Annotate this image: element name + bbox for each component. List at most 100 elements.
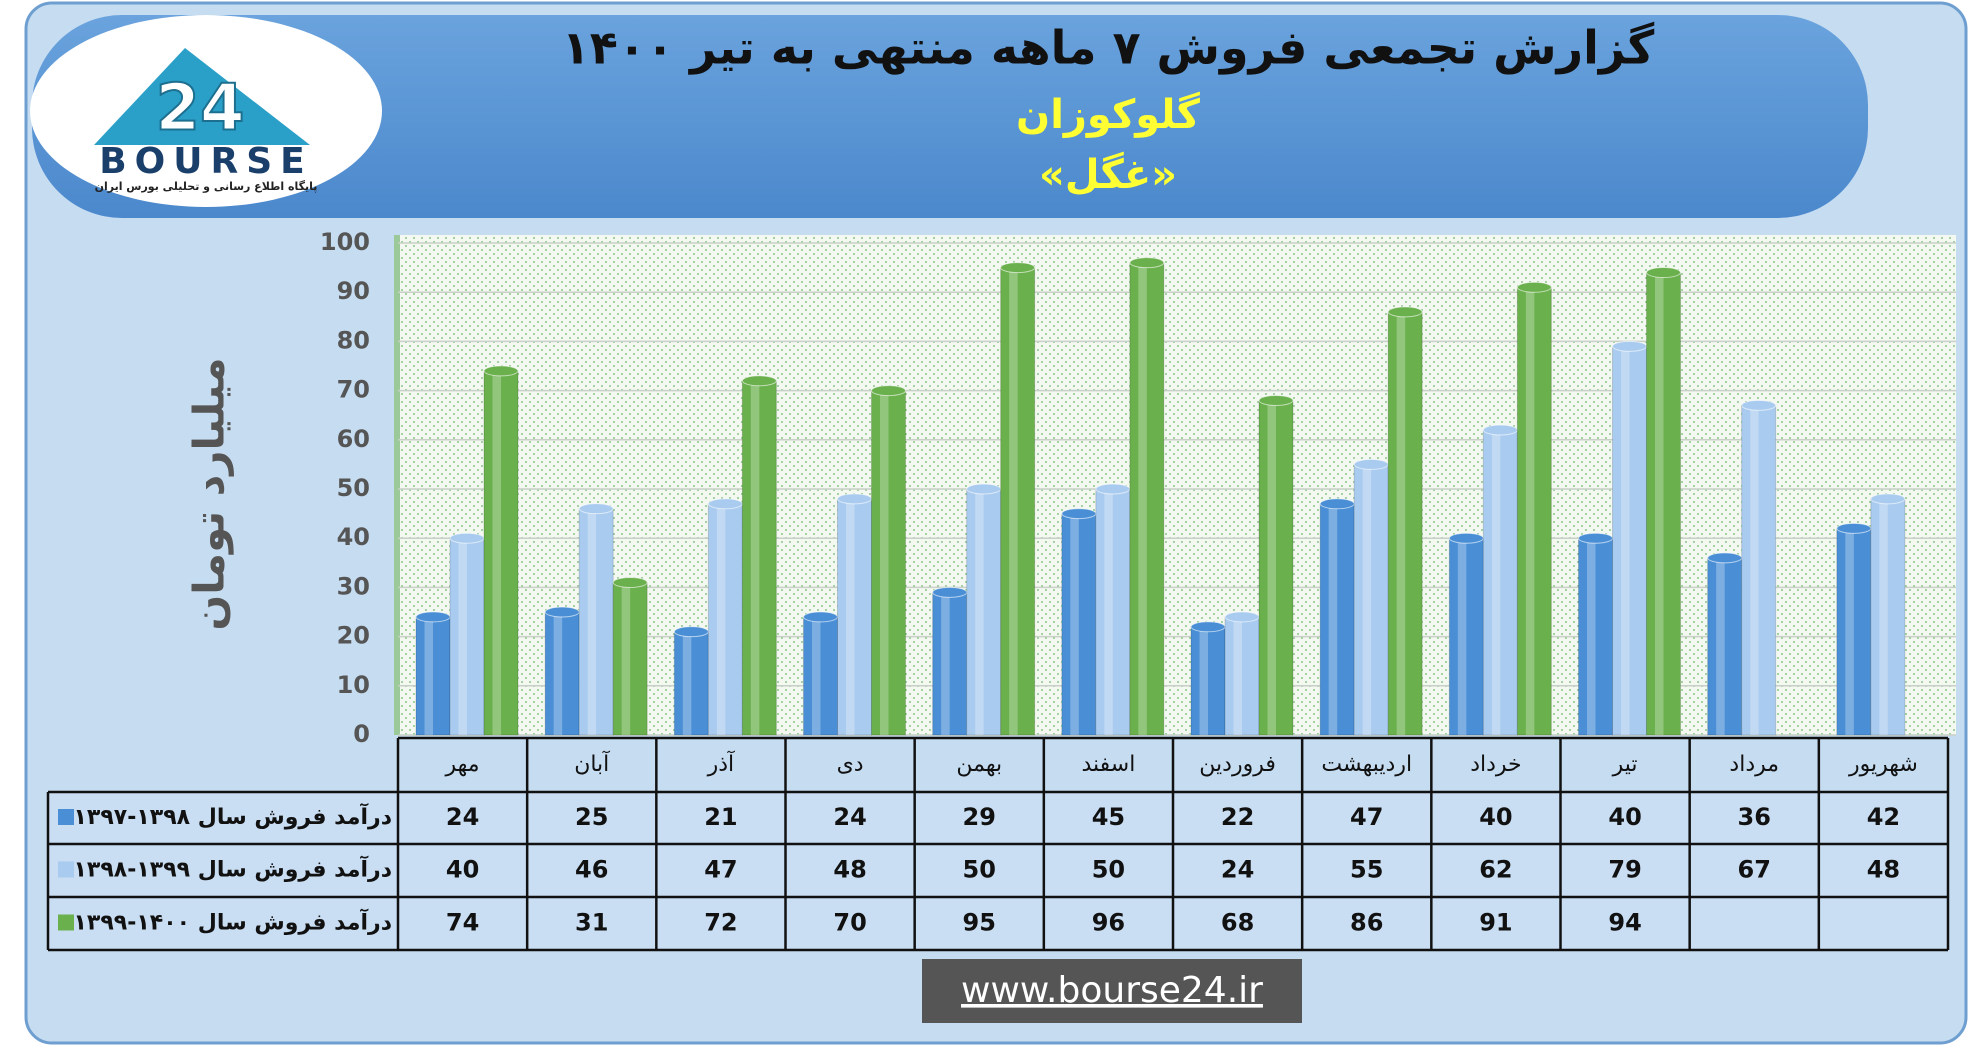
legend-label: درآمد فروش سال ۱۳۹۹-۱۳۹۸ [74, 855, 393, 883]
table-value: 94 [1608, 909, 1641, 937]
bar-shine [716, 507, 726, 735]
bar-cap [1224, 611, 1260, 623]
table-value: 50 [1092, 856, 1125, 884]
chart-subtitle: گلوکوزان [1016, 91, 1201, 138]
bar [1516, 286, 1552, 736]
x-tick-label: فروردین [1199, 752, 1276, 777]
bar-cap [803, 611, 838, 623]
bar-shine [975, 493, 984, 735]
chart-title: گزارش تجمعی فروش ۷ ماهه منتهی به تیر ۱۴۰… [562, 21, 1655, 75]
legend-label: درآمد فروش سال ۱۴۰۰-۱۳۹۹ [74, 908, 393, 936]
bar-shine [1070, 517, 1079, 735]
bar [1578, 537, 1613, 736]
bar-shine [1457, 542, 1467, 735]
bar-cap [673, 626, 709, 638]
bar-shine [458, 542, 467, 735]
y-tick-label: 40 [337, 523, 370, 551]
bar-cap [1448, 532, 1484, 544]
bar-cap [1190, 621, 1226, 633]
y-tick-label: 20 [337, 622, 370, 650]
x-tick-label: خرداد [1470, 752, 1521, 777]
bar [932, 591, 968, 736]
table-value: 22 [1221, 803, 1254, 831]
table-value: 40 [1479, 803, 1512, 831]
bar-cap [1578, 532, 1613, 544]
table-value: 29 [963, 803, 996, 831]
bar-shine [1491, 433, 1501, 735]
bar-cap [1516, 281, 1552, 293]
bar [1482, 429, 1518, 736]
bar-shine [1655, 276, 1664, 735]
bar-cap [1482, 424, 1518, 436]
bar-shine [941, 596, 950, 735]
bar [1319, 503, 1355, 736]
bar-shine [812, 620, 821, 735]
bar [1387, 311, 1423, 736]
bar-cap [871, 385, 906, 397]
legend-swatch [58, 809, 74, 825]
table-value: 95 [963, 909, 996, 937]
y-tick-label: 70 [337, 376, 370, 404]
x-tick-label: آذر [707, 750, 735, 777]
legend-swatch [58, 914, 74, 931]
bar-shine [1845, 532, 1854, 735]
bar [837, 498, 872, 736]
table-value: 62 [1479, 856, 1512, 884]
bar-cap [1612, 340, 1647, 352]
x-tick-label: تیر [1612, 752, 1638, 777]
bar [1646, 272, 1681, 736]
bar [483, 370, 519, 736]
bar [1000, 267, 1036, 736]
table-value: 70 [833, 909, 866, 937]
bar-cap [966, 483, 1002, 495]
bar-cap [1129, 257, 1165, 269]
plot-side [394, 235, 400, 735]
legend-swatch [58, 861, 74, 878]
bar-cap [1095, 483, 1131, 495]
bar-shine [553, 616, 563, 735]
bar [1870, 498, 1906, 736]
bar-shine [750, 384, 760, 735]
table-value: 47 [704, 856, 737, 884]
y-tick-label: 100 [320, 228, 370, 256]
bar-cap [1741, 399, 1777, 411]
bar [1224, 616, 1260, 736]
bar-shine [1267, 404, 1276, 735]
bar [1448, 537, 1484, 736]
bar-cap [578, 503, 614, 515]
bar-shine [424, 620, 433, 735]
bar-shine [587, 512, 597, 735]
bar-cap [741, 375, 777, 387]
bar-shine [1009, 271, 1018, 735]
y-tick-label: 30 [337, 572, 370, 600]
table-value: 48 [1867, 856, 1900, 884]
bar-shine [1750, 409, 1759, 735]
bar-cap [1707, 552, 1743, 564]
chart-subtitle2: «غگل» [1039, 151, 1177, 198]
x-tick-label: بهمن [956, 752, 1002, 777]
bar-cap [1319, 498, 1355, 510]
bar [966, 488, 1002, 736]
table-value: 24 [1221, 856, 1254, 884]
x-tick-label: آبان [574, 750, 610, 777]
bar [449, 537, 485, 736]
website: www.bourse24.ir [961, 970, 1263, 1011]
table-value: 50 [963, 856, 996, 884]
table-value: 31 [575, 909, 608, 937]
bar-cap [449, 532, 485, 544]
table-value: 25 [575, 803, 608, 831]
bar-cap [1353, 458, 1389, 470]
bar-shine [682, 635, 692, 735]
y-axis-label: میلیارد تومان [185, 357, 235, 630]
x-tick-label: مهر [445, 752, 480, 777]
bar [1258, 399, 1294, 736]
bar-cap [707, 498, 743, 510]
table-value: 40 [1608, 803, 1641, 831]
table-value: 36 [1738, 803, 1771, 831]
x-tick-label: مرداد [1729, 752, 1779, 777]
y-tick-label: 80 [337, 326, 370, 354]
bar-shine [1233, 620, 1242, 735]
logo-triangle [94, 48, 310, 145]
